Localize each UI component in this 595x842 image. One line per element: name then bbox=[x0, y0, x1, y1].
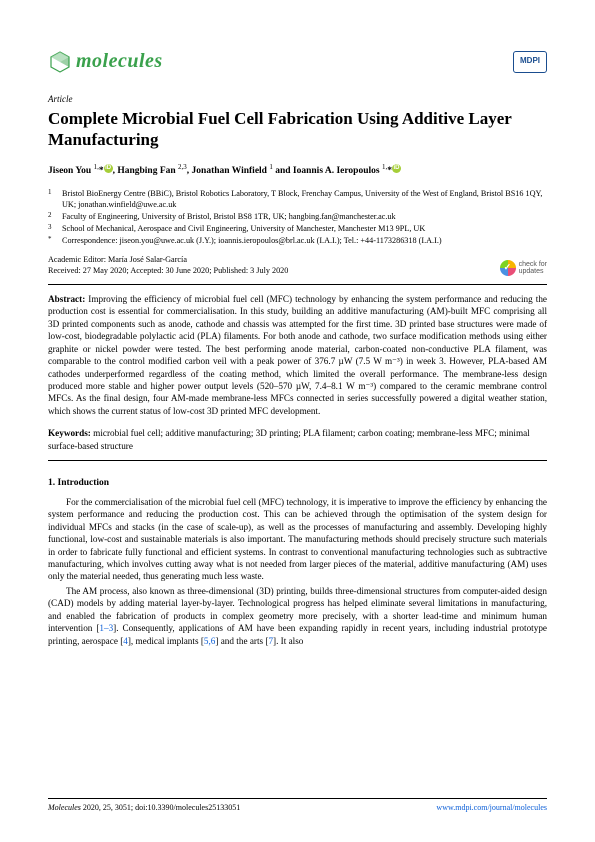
ref-1-3[interactable]: 1–3 bbox=[99, 623, 113, 633]
affiliations: 1 Bristol BioEnergy Centre (BBiC), Bristo… bbox=[48, 188, 547, 246]
journal-logo: molecules bbox=[48, 48, 163, 75]
affiliation-marker: 1 bbox=[48, 188, 56, 210]
intro-para-1: For the commercialisation of the microbi… bbox=[48, 496, 547, 583]
meta-row: Academic Editor: María José Salar-García… bbox=[48, 254, 547, 276]
divider-bottom bbox=[48, 460, 547, 461]
article-title: Complete Microbial Fuel Cell Fabrication… bbox=[48, 108, 547, 151]
affiliation-text: School of Mechanical, Aerospace and Civi… bbox=[62, 223, 425, 234]
affiliation-marker: 2 bbox=[48, 211, 56, 222]
affiliation-marker: 3 bbox=[48, 223, 56, 234]
journal-name: molecules bbox=[76, 48, 163, 75]
footer-right: www.mdpi.com/journal/molecules bbox=[436, 803, 547, 814]
mdpi-logo: MDPI bbox=[513, 51, 547, 73]
intro-para-2: The AM process, also known as three-dime… bbox=[48, 585, 547, 647]
affiliation-row: 2 Faculty of Engineering, University of B… bbox=[48, 211, 547, 222]
footer-left: Molecules 2020, 25, 3051; doi:10.3390/mo… bbox=[48, 803, 240, 814]
check-updates-icon bbox=[500, 260, 516, 276]
journal-url[interactable]: www.mdpi.com/journal/molecules bbox=[436, 803, 547, 812]
affiliation-row: 3 School of Mechanical, Aerospace and Civ… bbox=[48, 223, 547, 234]
page-footer: Molecules 2020, 25, 3051; doi:10.3390/mo… bbox=[48, 798, 547, 814]
molecules-hex-icon bbox=[48, 50, 72, 74]
article-dates: Received: 27 May 2020; Accepted: 30 June… bbox=[48, 265, 288, 276]
affiliation-row: 1 Bristol BioEnergy Centre (BBiC), Bristo… bbox=[48, 188, 547, 210]
affiliation-text: Faculty of Engineering, University of Br… bbox=[62, 211, 396, 222]
divider-top bbox=[48, 284, 547, 285]
check-updates-label: check for updates bbox=[519, 261, 547, 276]
header-row: molecules MDPI bbox=[48, 48, 547, 75]
section-1-heading: 1. Introduction bbox=[48, 477, 547, 490]
meta-text: Academic Editor: María José Salar-García… bbox=[48, 254, 288, 276]
keywords: Keywords: microbial fuel cell; additive … bbox=[48, 427, 547, 452]
affiliation-text: Correspondence: jiseon.you@uwe.ac.uk (J.… bbox=[62, 235, 442, 246]
check-for-updates-badge[interactable]: check for updates bbox=[500, 260, 547, 276]
academic-editor: Academic Editor: María José Salar-García bbox=[48, 254, 288, 265]
affiliation-row: * Correspondence: jiseon.you@uwe.ac.uk (J… bbox=[48, 235, 547, 246]
affiliation-text: Bristol BioEnergy Centre (BBiC), Bristol… bbox=[62, 188, 547, 210]
abstract: Abstract: Improving the efficiency of mi… bbox=[48, 293, 547, 417]
affiliation-marker: * bbox=[48, 235, 56, 246]
authors-line: Jiseon You 1,*iD, Hangbing Fan 2,3, Jona… bbox=[48, 163, 547, 178]
ref-5-6[interactable]: 5,6 bbox=[204, 636, 215, 646]
article-type: Article bbox=[48, 93, 547, 105]
